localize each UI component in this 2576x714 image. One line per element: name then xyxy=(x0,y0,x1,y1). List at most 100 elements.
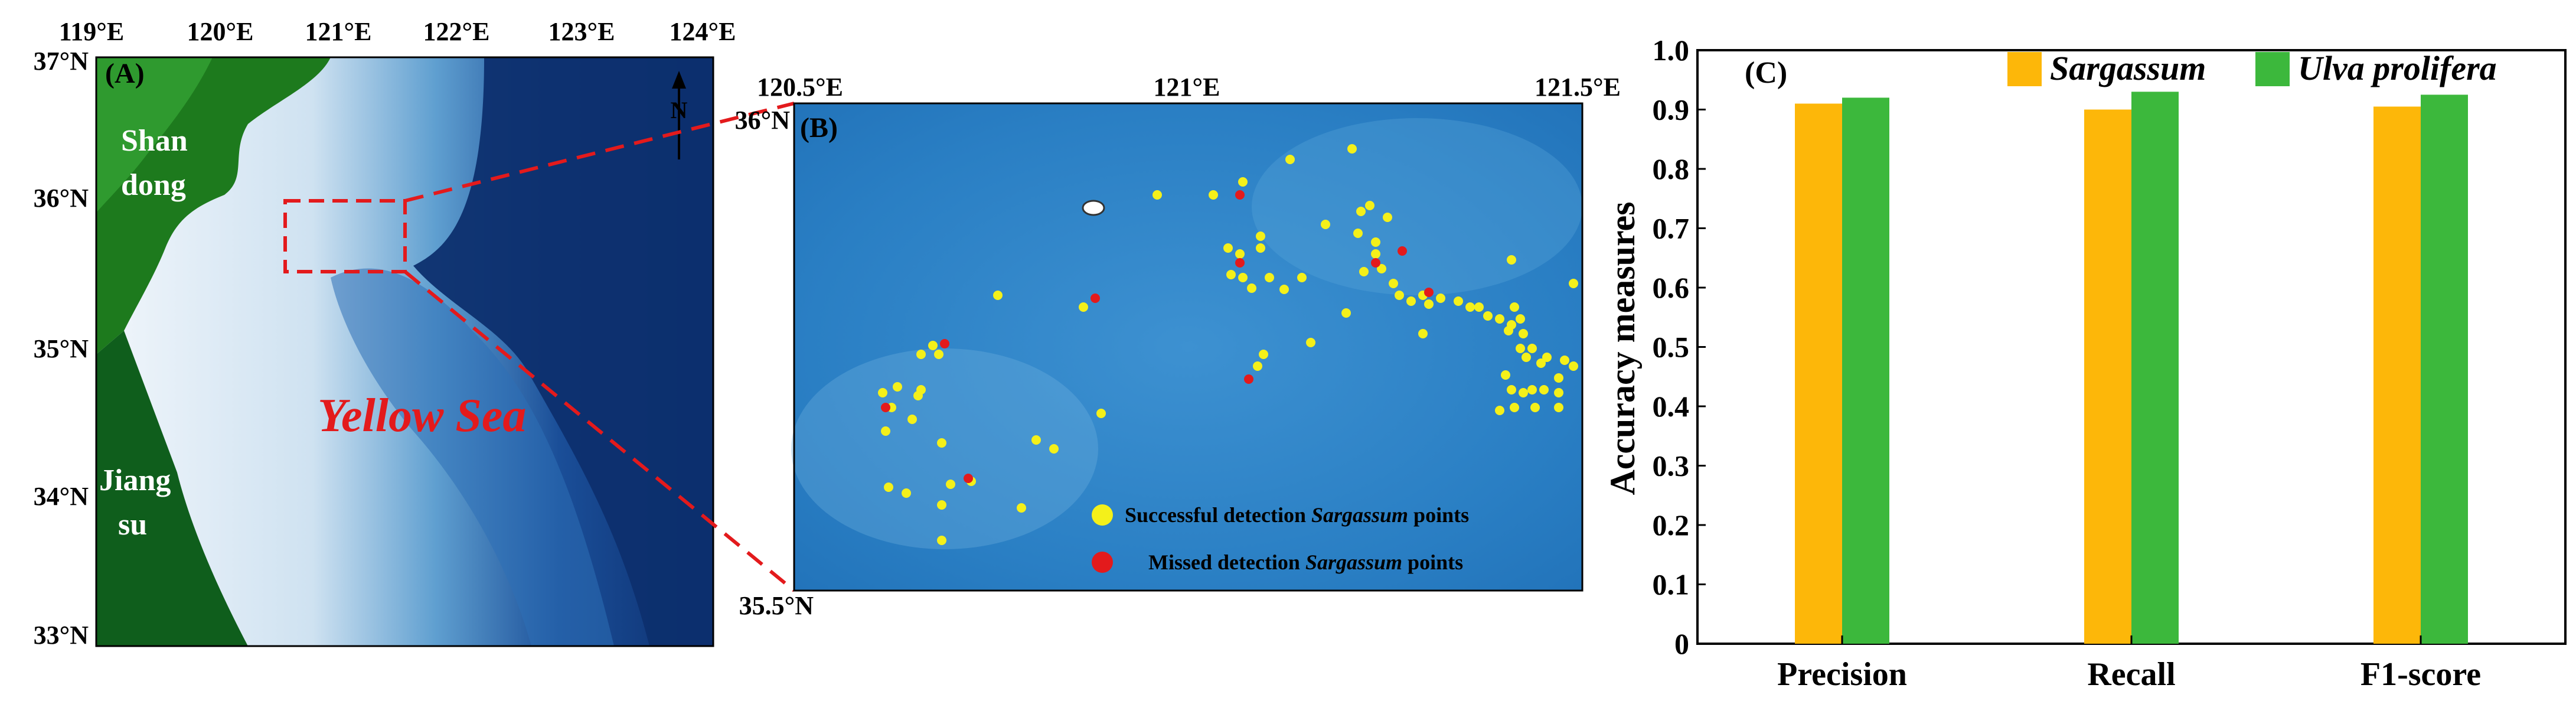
success-point xyxy=(1259,350,1268,359)
success-point xyxy=(1542,353,1552,362)
y-tick-label: 0.9 xyxy=(1653,93,1690,126)
success-point xyxy=(1235,249,1245,259)
missed-point xyxy=(1244,374,1253,384)
success-point xyxy=(1569,279,1578,288)
lat-tick-36: 36°N xyxy=(34,184,89,213)
success-point xyxy=(1539,385,1549,395)
success-point xyxy=(1495,314,1504,324)
success-point xyxy=(937,438,946,448)
success-point xyxy=(1483,311,1493,321)
success-point xyxy=(1256,243,1265,253)
label-shandong-2: dong xyxy=(121,168,186,202)
light-patch xyxy=(1252,118,1582,295)
success-point xyxy=(1265,273,1274,282)
success-point xyxy=(1341,308,1351,318)
b-lon-tick-1205: 120.5°E xyxy=(757,73,843,102)
bar-f1-score-1 xyxy=(2421,94,2468,644)
success-point xyxy=(1554,403,1563,412)
x-axis-labels: Precision Recall F1-score xyxy=(1777,635,2481,693)
success-point xyxy=(1049,444,1059,454)
success-point xyxy=(1359,267,1369,276)
success-point xyxy=(1560,356,1569,365)
success-point xyxy=(1253,361,1262,371)
success-point xyxy=(1297,273,1307,282)
success-point xyxy=(1383,213,1392,222)
y-tick-label: 0.4 xyxy=(1653,390,1690,423)
y-tick-label: 0.3 xyxy=(1653,449,1690,482)
island xyxy=(1082,200,1105,216)
zoom-line-top xyxy=(404,102,795,203)
lat-tick-34: 34°N xyxy=(34,482,89,511)
panel-b-water xyxy=(794,103,1582,591)
success-point xyxy=(1516,344,1525,353)
y-tick-label: 0 xyxy=(1674,627,1689,660)
success-point xyxy=(1223,243,1233,253)
success-point xyxy=(1371,237,1380,247)
lon-tick-122: 122°E xyxy=(423,17,490,46)
missed-point xyxy=(1235,258,1245,268)
missed-point xyxy=(1235,190,1245,200)
b-lat-tick-36: 36°N xyxy=(735,106,791,135)
panel-b-frame xyxy=(793,102,1584,592)
success-point xyxy=(1454,296,1463,306)
success-point xyxy=(878,388,887,397)
bar-recall-0 xyxy=(2084,109,2131,644)
y-tick-label: 0.8 xyxy=(1653,152,1690,185)
legend-missed-marker xyxy=(1092,552,1113,573)
bar-recall-1 xyxy=(2131,92,2179,644)
success-point xyxy=(1377,264,1386,273)
success-point xyxy=(893,382,902,392)
success-point xyxy=(1096,409,1106,418)
success-point xyxy=(1209,190,1218,200)
b-lon-tick-121: 121°E xyxy=(1154,73,1220,102)
bar-f1-score-0 xyxy=(2373,106,2421,644)
success-point xyxy=(1507,385,1516,395)
lon-tick-121: 121°E xyxy=(305,17,372,46)
success-point xyxy=(1436,294,1445,303)
success-point xyxy=(1474,302,1484,312)
bar-precision-0 xyxy=(1795,103,1842,644)
success-point xyxy=(1395,291,1404,300)
panel-b-label: (B) xyxy=(800,112,838,144)
light-patch xyxy=(791,348,1098,549)
lon-tick-124: 124°E xyxy=(670,17,736,46)
svg-text:N: N xyxy=(671,97,688,123)
success-point xyxy=(993,291,1003,300)
success-point xyxy=(1536,358,1546,368)
missed-point xyxy=(940,339,949,348)
success-point xyxy=(1527,385,1537,395)
legend-label: Sargassum xyxy=(2050,49,2206,87)
success-point xyxy=(1389,279,1398,288)
missed-point xyxy=(1371,258,1380,268)
x-tick-label: Precision xyxy=(1777,656,1907,693)
label-shandong-1: Shan xyxy=(121,124,188,158)
success-point xyxy=(1510,403,1519,412)
success-point xyxy=(902,488,911,498)
success-point xyxy=(1238,273,1248,282)
success-point xyxy=(1238,177,1248,187)
lon-tick-123: 123°E xyxy=(548,17,615,46)
detection-points xyxy=(878,144,1578,545)
success-point xyxy=(913,391,923,400)
success-point xyxy=(937,536,946,545)
y-tick-label: 0.1 xyxy=(1653,568,1690,601)
y-axis-label: Accuracy measures xyxy=(1603,201,1642,495)
panel-c-chart: 0 0.1 0.2 0.3 0.4 0.5 0.6 0.7 0.8 0.9 1.0 Precisio… xyxy=(1603,34,2567,693)
success-point xyxy=(907,415,917,424)
success-point xyxy=(1365,201,1374,210)
success-point xyxy=(1424,299,1434,309)
legend-missed-text: Missed detection Sargassum points xyxy=(1148,550,1463,574)
success-point xyxy=(1510,302,1519,312)
success-point xyxy=(881,426,890,436)
success-point xyxy=(937,500,946,510)
y-tick-label: 0.2 xyxy=(1653,508,1690,542)
success-point xyxy=(1285,155,1295,164)
success-point xyxy=(1519,329,1528,338)
legend-swatch xyxy=(2255,52,2290,86)
b-lat-tick-355: 35.5°N xyxy=(739,591,814,620)
panel-a-map: 119°E 120°E 121°E 122°E 123°E 124°E 37°N… xyxy=(34,17,736,650)
lon-tick-120: 120°E xyxy=(187,17,254,46)
panel-a-frame xyxy=(95,56,714,647)
success-point xyxy=(1554,373,1563,383)
